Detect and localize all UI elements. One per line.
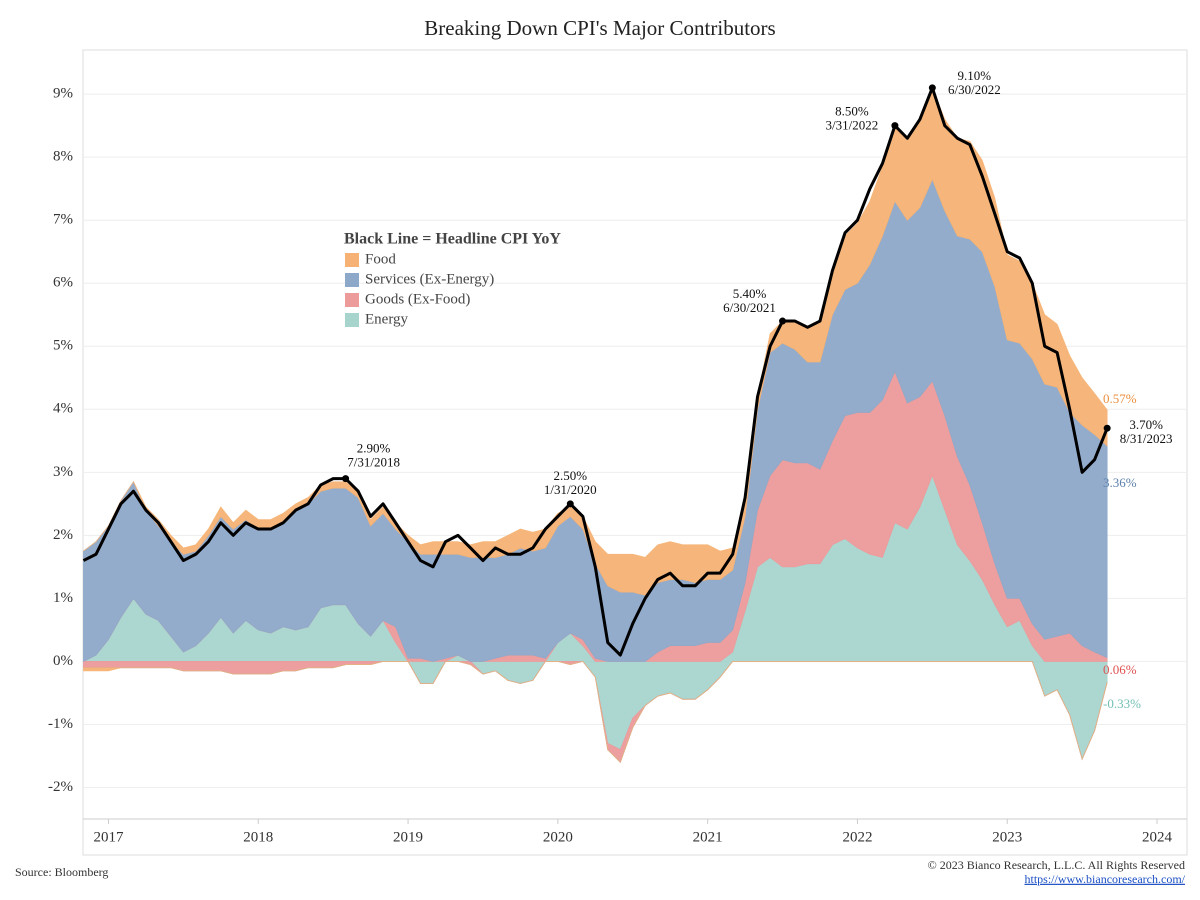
annotation-dot	[891, 122, 899, 130]
x-tick-label: 2019	[393, 829, 423, 845]
x-tick-label: 2023	[992, 829, 1022, 845]
legend-swatch	[345, 253, 359, 267]
y-tick-label: 7%	[53, 212, 73, 228]
annotation-dot	[928, 84, 936, 92]
annotation-value: 8.50%	[835, 104, 869, 119]
end-label: 0.57%	[1103, 391, 1137, 406]
legend-label: Services (Ex-Energy)	[365, 271, 494, 287]
copyright: © 2023 Bianco Research, L.L.C. All Right…	[928, 858, 1185, 872]
x-tick-label: 2024	[1142, 829, 1173, 845]
y-tick-label: 3%	[53, 464, 73, 480]
annotation-date: 6/30/2022	[948, 82, 1001, 97]
y-tick-label: 0%	[53, 653, 73, 669]
y-tick-label: 2%	[53, 527, 73, 543]
y-tick-label: 6%	[53, 275, 73, 291]
url-link[interactable]: https://www.biancoresearch.com/	[1024, 872, 1185, 886]
headline-line	[82, 86, 1109, 657]
annotation-value: 2.90%	[357, 441, 391, 456]
legend-swatch	[345, 293, 359, 307]
annotation-date: 8/31/2023	[1120, 431, 1173, 446]
y-tick-label: 5%	[53, 338, 73, 354]
end-label: 0.06%	[1103, 662, 1137, 677]
x-tick-label: 2018	[243, 829, 273, 845]
legend-swatch	[345, 273, 359, 287]
y-tick-label: 1%	[53, 590, 73, 606]
annotation-dot	[1103, 424, 1111, 432]
source: Source: Bloomberg	[15, 865, 108, 879]
y-tick-label: 4%	[53, 401, 73, 417]
plot-frame	[82, 49, 1188, 856]
y-tick-label: -1%	[48, 716, 73, 732]
end-label: 3.36%	[1103, 475, 1137, 490]
annotation-dot	[342, 475, 350, 483]
legend-label: Goods (Ex-Food)	[365, 291, 470, 307]
legend-title: Black Line = Headline CPI YoY	[344, 231, 561, 248]
annotation-dot	[566, 500, 574, 508]
annotation-value: 5.40%	[733, 286, 767, 301]
annotation-value: 2.50%	[553, 468, 587, 483]
annotation-date: 6/30/2021	[723, 300, 776, 315]
chart-title: Breaking Down CPI's Major Contributors	[424, 16, 775, 40]
y-tick-label: 8%	[53, 149, 73, 165]
y-tick-label: 9%	[53, 86, 73, 102]
annotation-value: 9.10%	[958, 68, 992, 83]
annotation-date: 7/31/2018	[347, 455, 400, 470]
legend-label: Food	[365, 251, 396, 267]
x-tick-label: 2020	[543, 829, 573, 845]
legend-label: Energy	[365, 311, 409, 327]
annotation-date: 3/31/2022	[826, 118, 879, 133]
x-tick-label: 2022	[842, 829, 872, 845]
annotation-dot	[779, 317, 787, 325]
end-label: -0.33%	[1103, 696, 1141, 711]
annotation-value: 3.70%	[1129, 417, 1163, 432]
area-negative	[83, 660, 1108, 764]
legend-swatch	[345, 313, 359, 327]
annotation-date: 1/31/2020	[544, 482, 597, 497]
x-tick-label: 2017	[93, 829, 124, 845]
y-tick-label: -2%	[48, 779, 73, 795]
x-tick-label: 2021	[693, 829, 723, 845]
